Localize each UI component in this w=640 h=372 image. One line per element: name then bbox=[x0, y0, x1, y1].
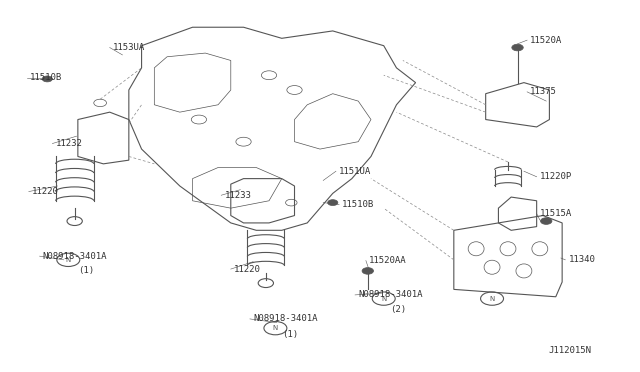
Text: 1153UA: 1153UA bbox=[113, 43, 145, 52]
Circle shape bbox=[540, 218, 552, 224]
Text: 11340: 11340 bbox=[568, 255, 595, 264]
Text: (1): (1) bbox=[78, 266, 94, 275]
Text: (2): (2) bbox=[390, 305, 406, 314]
Text: 11520A: 11520A bbox=[531, 36, 563, 45]
Circle shape bbox=[328, 200, 338, 206]
Text: N08918-3401A: N08918-3401A bbox=[253, 314, 317, 323]
Text: 11220: 11220 bbox=[32, 187, 59, 196]
Text: N: N bbox=[273, 325, 278, 331]
Text: 11220P: 11220P bbox=[540, 172, 572, 181]
Text: N: N bbox=[381, 296, 387, 302]
Circle shape bbox=[512, 44, 524, 51]
Text: 11233: 11233 bbox=[225, 191, 252, 200]
Text: (1): (1) bbox=[282, 330, 298, 339]
Text: 11220: 11220 bbox=[234, 264, 261, 273]
Text: 11510B: 11510B bbox=[30, 73, 62, 82]
Text: N: N bbox=[490, 296, 495, 302]
Text: 11510B: 11510B bbox=[342, 200, 374, 209]
Text: 11520AA: 11520AA bbox=[369, 256, 406, 265]
Text: N08918-3401A: N08918-3401A bbox=[358, 291, 423, 299]
Text: N08918-3401A: N08918-3401A bbox=[43, 251, 108, 261]
Circle shape bbox=[42, 76, 52, 82]
Text: 11232: 11232 bbox=[56, 139, 83, 148]
Text: J112015N: J112015N bbox=[548, 346, 591, 355]
Text: 1151UA: 1151UA bbox=[339, 167, 371, 176]
Text: 11375: 11375 bbox=[531, 87, 557, 96]
Text: 11515A: 11515A bbox=[540, 209, 572, 218]
Text: N: N bbox=[66, 257, 71, 263]
Circle shape bbox=[362, 267, 374, 274]
